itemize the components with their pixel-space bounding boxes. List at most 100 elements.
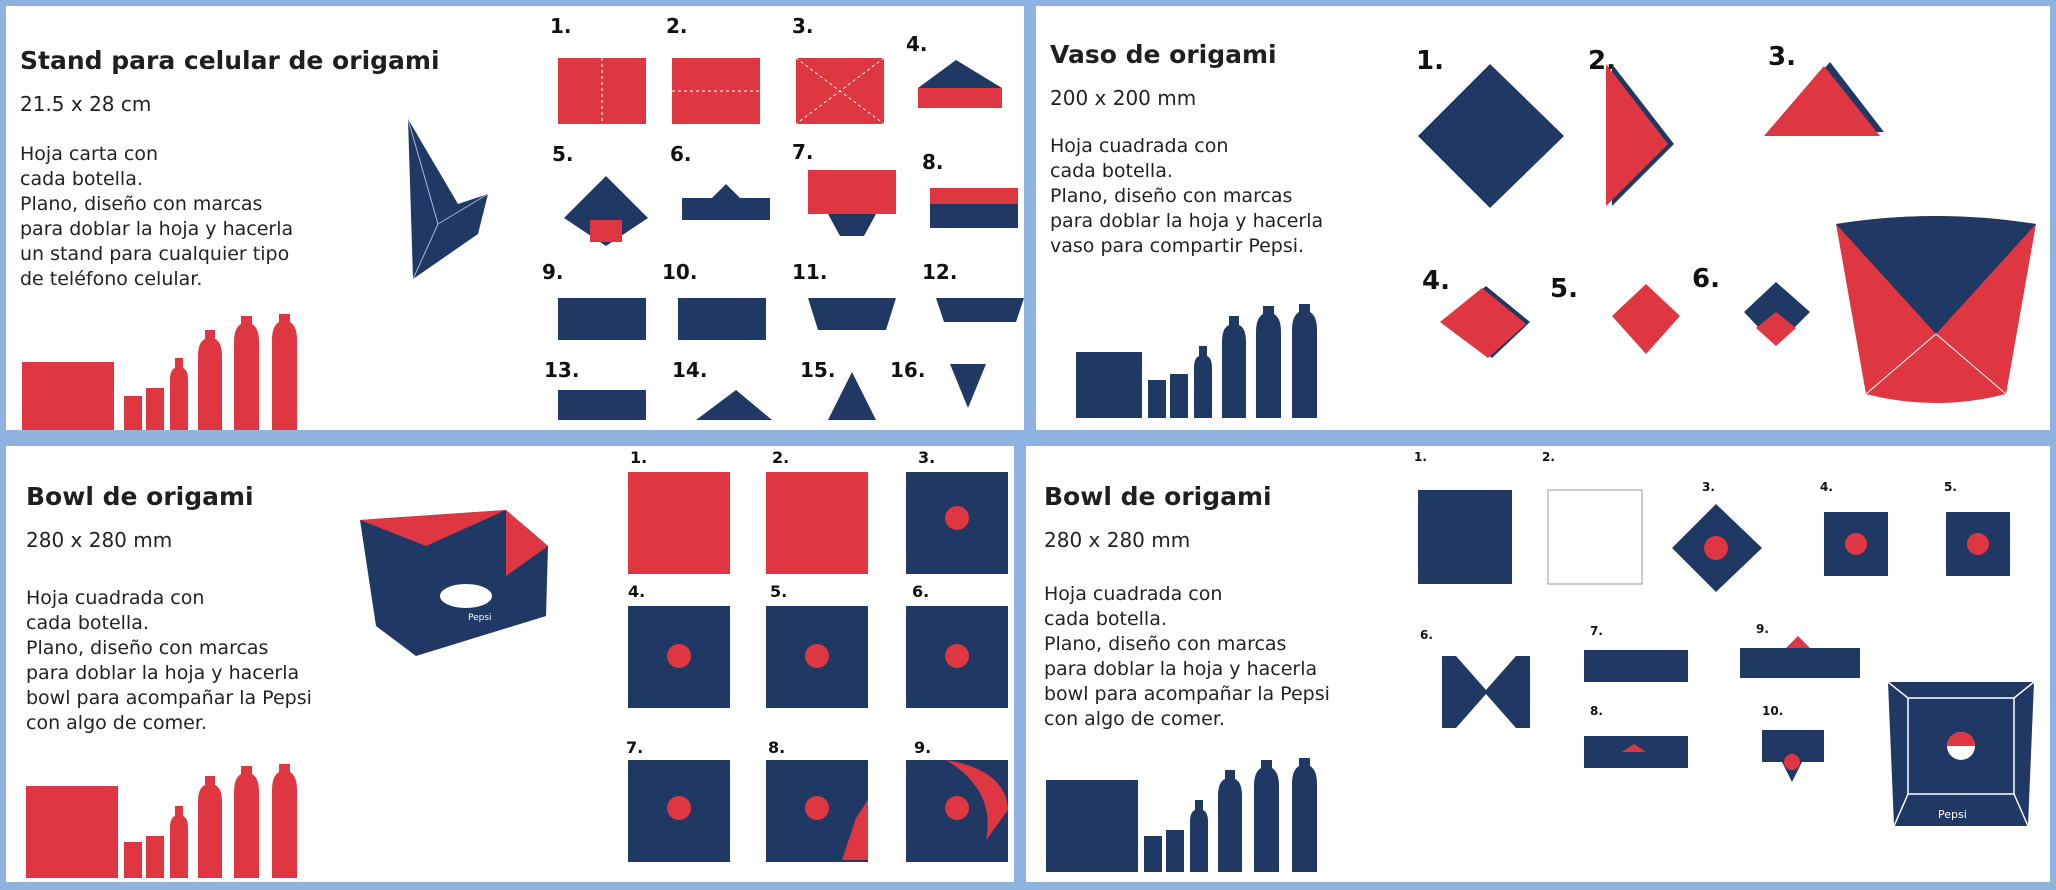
step-label: 10. bbox=[662, 260, 698, 284]
step-label: 3. bbox=[1702, 480, 1715, 494]
bottle-size-scale bbox=[26, 764, 297, 878]
step-label: 6. bbox=[1420, 628, 1433, 642]
step-shape bbox=[564, 176, 648, 246]
bottle-shape bbox=[1190, 800, 1208, 872]
step-label: 6. bbox=[670, 142, 692, 166]
can-shape bbox=[1144, 836, 1162, 872]
step-shape bbox=[1756, 312, 1796, 346]
bottle-shape bbox=[1218, 770, 1242, 872]
step-label: 10. bbox=[1762, 704, 1784, 718]
brand-text: Pepsi bbox=[468, 613, 492, 623]
bottle-size-scale bbox=[22, 314, 297, 430]
finished-bowl-illustration: Pepsi bbox=[1888, 682, 2034, 827]
panel-title: Stand para celular de origami bbox=[20, 46, 440, 75]
step-shape bbox=[1418, 64, 1564, 208]
panel-title: Vaso de origami bbox=[1050, 40, 1277, 69]
step-shape bbox=[930, 188, 1018, 204]
step-label: 12. bbox=[922, 260, 958, 284]
bottle-shape bbox=[1292, 304, 1317, 418]
can-shape bbox=[1148, 380, 1166, 418]
step-label: 4. bbox=[628, 582, 646, 601]
folding-steps-diagram bbox=[1418, 62, 1884, 358]
bottle-size-scale bbox=[1046, 758, 1317, 872]
step-shape bbox=[1418, 490, 1512, 584]
step-label: 1. bbox=[1414, 450, 1427, 464]
bottle-shape bbox=[198, 330, 222, 430]
step-shape bbox=[678, 298, 766, 340]
panel-title: Bowl de origami bbox=[1044, 482, 1272, 511]
step-label: 3. bbox=[918, 448, 936, 467]
step-label: 2. bbox=[772, 448, 790, 467]
panel-stand-celular: Stand para celular de origami 21.5 x 28 … bbox=[6, 6, 1024, 430]
step-shape bbox=[1456, 694, 1516, 728]
step-label: 5. bbox=[770, 582, 788, 601]
step-label: 6. bbox=[912, 582, 930, 601]
step-label: 14. bbox=[672, 358, 708, 382]
step-label: 5. bbox=[552, 142, 574, 166]
can-shape bbox=[146, 388, 164, 430]
step-shape bbox=[696, 390, 772, 420]
panel-bowl-1: Bowl de origami 280 x 280 mm Hoja cuadra… bbox=[6, 446, 1014, 882]
panel-size: 200 x 200 mm bbox=[1050, 86, 1197, 110]
step-shape bbox=[1606, 64, 1668, 206]
step-shape bbox=[808, 170, 896, 214]
step-shape bbox=[1440, 288, 1526, 358]
bottle-shape bbox=[1194, 346, 1212, 418]
step-label: 4. bbox=[1820, 480, 1833, 494]
bottle-shape bbox=[1254, 760, 1279, 872]
panel-description: Hoja carta con cada botella. Plano, dise… bbox=[20, 143, 294, 290]
can-shape bbox=[1166, 830, 1184, 872]
step-shape bbox=[558, 390, 646, 420]
step-label: 16. bbox=[890, 358, 926, 382]
step-label: 9. bbox=[914, 738, 932, 757]
step-shape bbox=[712, 184, 740, 198]
step-label: 9. bbox=[542, 260, 564, 284]
step-label: 13. bbox=[544, 358, 580, 382]
bottle-shape bbox=[234, 316, 259, 430]
step-shape bbox=[1456, 656, 1516, 690]
panel-size: 280 x 280 mm bbox=[26, 528, 173, 552]
step-label: 8. bbox=[768, 738, 786, 757]
can-shape bbox=[124, 396, 142, 430]
bottle-shape bbox=[272, 764, 297, 878]
panel-vaso: Vaso de origami 200 x 200 mm Hoja cuadra… bbox=[1036, 6, 2050, 430]
step-label: 15. bbox=[800, 358, 836, 382]
folding-steps-diagram bbox=[558, 57, 1024, 420]
sheet-shape bbox=[22, 362, 114, 430]
bottle-shape bbox=[1256, 306, 1281, 418]
step-label: 8. bbox=[1590, 704, 1603, 718]
step-shape bbox=[918, 88, 1002, 108]
step-shape bbox=[842, 800, 868, 860]
step-shape bbox=[828, 372, 876, 420]
step-label: 2. bbox=[1542, 450, 1555, 464]
step-label: 5. bbox=[1550, 274, 1578, 304]
step-label: 5. bbox=[1944, 480, 1957, 494]
step-shape bbox=[682, 198, 770, 220]
bottle-size-scale bbox=[1076, 304, 1317, 418]
folding-steps-diagram bbox=[628, 472, 1008, 862]
panel-title: Bowl de origami bbox=[26, 482, 254, 511]
step-shape bbox=[1612, 284, 1680, 354]
step-label: 4. bbox=[1422, 266, 1450, 296]
step-label: 7. bbox=[792, 140, 814, 164]
step-shape bbox=[1764, 66, 1880, 136]
step-shape bbox=[766, 472, 868, 574]
step-label: 8. bbox=[922, 150, 944, 174]
step-label: 4. bbox=[906, 32, 928, 56]
step-label: 3. bbox=[792, 14, 814, 38]
cup-illustration bbox=[1836, 216, 2036, 403]
step-shape bbox=[628, 472, 730, 574]
step-shape bbox=[918, 60, 1002, 88]
step-label: 1. bbox=[1416, 46, 1444, 76]
can-shape bbox=[1170, 374, 1188, 418]
sheet-shape bbox=[26, 786, 118, 878]
step-label: 3. bbox=[1768, 42, 1796, 72]
step-shape bbox=[1547, 489, 1643, 585]
step-shape bbox=[558, 298, 646, 340]
step-label: 11. bbox=[792, 260, 828, 284]
step-shape bbox=[936, 298, 1024, 322]
bottle-shape bbox=[1222, 316, 1246, 418]
can-shape bbox=[124, 842, 142, 878]
step-shape bbox=[590, 220, 622, 242]
panel-description: Hoja cuadrada con cada botella. Plano, d… bbox=[1044, 583, 1330, 730]
